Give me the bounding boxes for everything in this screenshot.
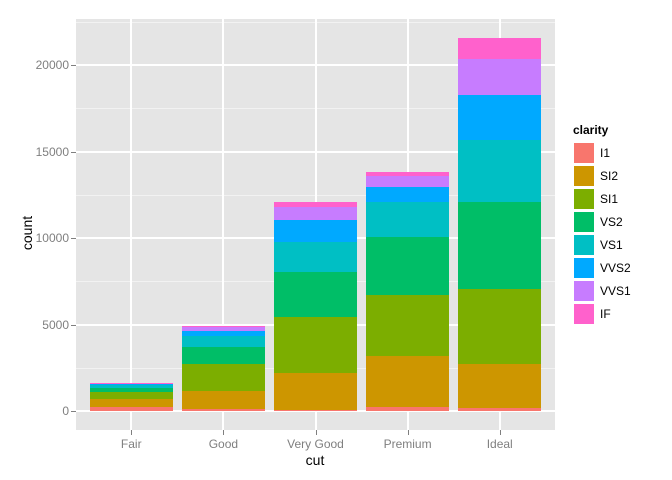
legend-label: IF: [600, 306, 611, 321]
bar-segment-i1: [274, 409, 357, 411]
legend-item: IF: [573, 302, 631, 325]
bar-segment-si1: [181, 363, 265, 391]
legend-item: VVS1: [573, 279, 631, 302]
bar-segment-si1: [274, 317, 357, 374]
plot-panel: [76, 19, 555, 430]
y-tick-mark: [71, 151, 76, 153]
legend-label: VS2: [600, 214, 623, 229]
y-tick-label: 10000: [35, 231, 69, 245]
legend-key-swatch: [573, 210, 595, 233]
bar-segment-vs2: [181, 346, 265, 364]
x-gridline: [222, 19, 225, 430]
x-gridline: [130, 19, 133, 430]
bar-segment-i1: [181, 409, 265, 411]
bar-segment-i1: [89, 407, 173, 411]
bar-segment-vvs2: [181, 330, 265, 336]
x-tick-label: Premium: [383, 437, 432, 451]
bar-segment-vvs1: [458, 59, 542, 95]
bar-segment-vs1: [89, 384, 173, 388]
bar-segment-if: [274, 201, 357, 207]
x-tick-label: Fair: [120, 437, 142, 451]
bar-segment-si1: [89, 392, 173, 400]
legend-label: VS1: [600, 237, 623, 252]
bar-segment-i1: [458, 408, 542, 411]
bar-segment-si1: [458, 289, 542, 364]
bar-segment-vvs2: [366, 187, 450, 203]
x-axis-label: cut: [305, 452, 325, 468]
legend-item: SI1: [573, 187, 631, 210]
bar-segment-vvs2: [89, 383, 173, 385]
x-tick-mark: [315, 430, 317, 435]
bar-segment-vvs2: [458, 94, 542, 140]
bar-segment-si1: [366, 294, 450, 357]
bar-segment-vs1: [181, 335, 265, 347]
bar-segment-if: [181, 326, 265, 328]
bar-segment-vs2: [274, 272, 357, 318]
legend: clarity I1 SI2 SI1 VS2 VS1 VVS2 VVS1 IF: [573, 123, 631, 325]
y-tick-label: 5000: [42, 317, 69, 332]
bar-segment-vvs2: [274, 220, 357, 242]
bar-segment-vs1: [366, 202, 450, 237]
y-tick-label: 0: [62, 404, 69, 418]
legend-item: VVS2: [573, 256, 631, 279]
bar-segment-if: [458, 38, 542, 60]
bar-segment-vs1: [458, 139, 542, 202]
bar-segment-vs2: [366, 236, 450, 295]
bar-segment-vvs1: [274, 206, 357, 221]
y-tick-label: 15000: [35, 144, 69, 159]
y-tick-label: 20000: [35, 58, 69, 72]
bar-segment-vs2: [458, 201, 542, 290]
legend-item: VS2: [573, 210, 631, 233]
x-tick-mark: [499, 430, 501, 435]
x-tick-mark: [407, 430, 409, 435]
x-tick-label: Good: [208, 437, 239, 451]
legend-item: VS1: [573, 233, 631, 256]
bar-segment-si2: [458, 363, 542, 409]
legend-label: SI1: [600, 191, 619, 206]
legend-key-swatch: [573, 256, 595, 279]
bar-segment-vs2: [89, 387, 173, 393]
legend-key-swatch: [573, 233, 595, 256]
bar-segment-si2: [181, 390, 265, 410]
legend-items: I1 SI2 SI1 VS2 VS1 VVS2 VVS1 IF: [573, 141, 631, 325]
bar-segment-si2: [89, 399, 173, 408]
x-tick-label: Ideal: [486, 437, 513, 451]
x-tick-mark: [131, 430, 133, 435]
legend-item: SI2: [573, 164, 631, 187]
legend-item: I1: [573, 141, 631, 164]
y-tick-mark: [71, 324, 76, 326]
bar-segment-si2: [366, 356, 450, 408]
y-tick-mark: [71, 411, 76, 412]
bar-segment-vvs1: [366, 176, 450, 188]
legend-key-swatch: [573, 302, 595, 325]
bar-segment-si2: [274, 373, 357, 410]
y-axis-label: count: [19, 215, 35, 251]
y-tick-mark: [71, 238, 76, 239]
legend-key-swatch: [573, 187, 595, 210]
y-tick-mark: [71, 65, 76, 66]
bar-segment-vvs1: [181, 327, 265, 331]
legend-label: VVS2: [600, 260, 631, 275]
bar-segment-if: [366, 172, 450, 177]
bar-segment-vs1: [274, 241, 357, 273]
x-tick-mark: [223, 430, 225, 435]
legend-label: SI2: [600, 168, 619, 183]
x-tick-label: Very Good: [287, 437, 344, 451]
legend-label: VVS1: [600, 283, 631, 298]
legend-key-swatch: [573, 164, 595, 187]
bar-segment-i1: [366, 407, 450, 411]
legend-label: I1: [600, 145, 611, 160]
legend-key-swatch: [573, 279, 595, 302]
legend-title: clarity: [573, 123, 609, 137]
legend-key-swatch: [573, 141, 595, 164]
